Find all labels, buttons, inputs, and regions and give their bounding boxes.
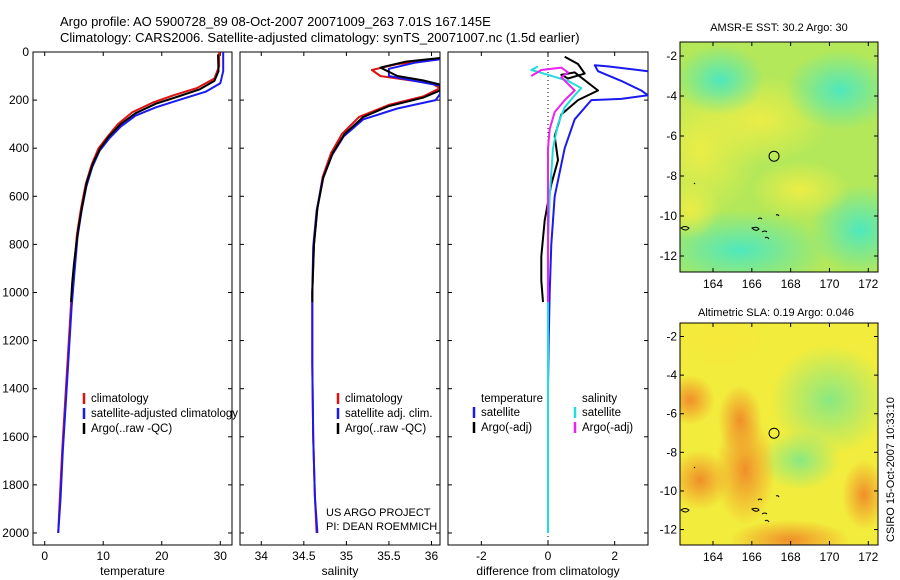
sla_map-xtick-label: 170 — [819, 550, 839, 564]
sst-map-axes: 164 166 168 170 172 -2 -4 -6 -8 -10 -12 — [660, 41, 879, 291]
sla-map-axes: 164 166 168 170 172 -2 -4 -6 -8 -10 -12 — [660, 322, 879, 564]
difference-xtick-label: -2 — [476, 549, 487, 563]
salinity-xtick-label: 36 — [425, 549, 439, 563]
difference-series-line-1 — [540, 55, 599, 303]
sst_map-frame — [679, 41, 879, 273]
sla-map-title: Altimetric SLA: 0.19 Argo: 0.046 — [698, 307, 854, 319]
sla-map-field — [680, 323, 878, 545]
sst_map-ytick-label: -12 — [660, 249, 678, 263]
sla_map-ytick-label: -2 — [666, 330, 677, 344]
sla_map-ytick-label: -12 — [660, 523, 678, 537]
sst-map-title: AMSR-E SST: 30.2 Argo: 30 — [710, 22, 848, 34]
sla_map-xtick-label: 166 — [742, 550, 762, 564]
temperature-xtick-label: 20 — [155, 549, 169, 563]
sst_map-xtick-label: 170 — [819, 277, 839, 291]
figure-title-line2: Climatology: CARS2006. Satellite-adjuste… — [60, 30, 580, 45]
salinity-legend-2-label: Argo(..raw -QC) — [345, 423, 426, 435]
sst_map-xtick-label: 164 — [703, 277, 723, 291]
temperature-plot-area — [32, 51, 233, 546]
sst_map-ytick-label: -8 — [666, 169, 677, 183]
salinity-xtick-label: 35 — [340, 549, 354, 563]
sst_map-xtick-label: 172 — [858, 277, 878, 291]
salinity-legend-1-label: satellite adj. clim. — [345, 408, 433, 420]
sla_map-ytick-label: -6 — [666, 407, 677, 421]
salinity-legend-0-label: climatology — [345, 393, 403, 405]
temperature-xlabel: temperature — [100, 564, 165, 578]
temperature-xtick-label: 10 — [97, 549, 111, 563]
difference-legend-temperature-header: temperature — [481, 393, 543, 405]
sst_map-ytick-label: -10 — [660, 209, 678, 223]
sla_map-ytick-label: -8 — [666, 445, 677, 459]
sla_map-ytick-label: -4 — [666, 368, 677, 382]
sla_map-xtick-label: 172 — [858, 550, 878, 564]
temperature-legend-1-label: satellite-adjusted climatology — [91, 408, 238, 420]
difference-legend-temp-argo-label: Argo(-adj) — [481, 422, 532, 434]
difference-xtick-label: 2 — [611, 549, 618, 563]
sst-argo-location-marker — [768, 150, 780, 162]
salinity-series-line-2 — [311, 57, 440, 303]
sla_map-frame — [679, 322, 879, 546]
sst_map-xtick-label: 166 — [742, 277, 762, 291]
salinity-profile-panel: 34 34.5 35 35.5 36 salinity climatology satelli… — [239, 51, 441, 578]
salinity-plot-area — [239, 51, 441, 546]
sla-map-panel: Altimetric SLA: 0.19 Argo: 0.046 164 166 1… — [660, 307, 879, 564]
temperature-ytick-label: 800 — [9, 237, 29, 251]
sla_map-xtick-label: 168 — [781, 550, 801, 564]
difference-legend-sal-argo-label: Argo(-adj) — [582, 422, 633, 434]
sst_map-ytick-label: -6 — [666, 129, 677, 143]
salinity-xtick-label: 34.5 — [292, 549, 316, 563]
project-name: US ARGO PROJECT — [326, 507, 431, 519]
difference-series-line-0 — [547, 64, 648, 533]
temperature-ytick-label: 1400 — [2, 382, 29, 396]
figure-title-line1: Argo profile: AO 5900728_89 08-Oct-2007 … — [60, 14, 491, 29]
sst_map-xtick-label: 168 — [781, 277, 801, 291]
sst_map-ytick-label: -2 — [666, 49, 677, 63]
salinity-xtick-label: 34 — [255, 549, 269, 563]
project-pi: PI: DEAN ROEMMICH — [326, 521, 437, 533]
temperature-ytick-label: 200 — [9, 93, 29, 107]
salinity-xtick-label: 35.5 — [377, 549, 401, 563]
salinity-series-line-1 — [311, 58, 440, 534]
temperature-xtick-label: 0 — [41, 549, 48, 563]
temperature-legend-0-label: climatology — [91, 393, 149, 405]
temperature-ytick-label: 1600 — [2, 430, 29, 444]
temperature-series-line-2 — [70, 54, 220, 303]
temperature-ytick-label: 2000 — [2, 526, 29, 540]
sst-map-panel: AMSR-E SST: 30.2 Argo: 30 164 166 168 170 17… — [660, 22, 879, 291]
difference-legend-salinity-header: salinity — [582, 393, 617, 405]
difference-legend-sal-satellite-label: satellite — [582, 407, 621, 419]
timestamp: CSIRO 15-Oct-2007 10:33:10 — [885, 397, 897, 542]
temperature-ytick-label: 400 — [9, 141, 29, 155]
sla-argo-location-marker — [768, 427, 780, 439]
sst-map-field — [680, 42, 878, 272]
sla_map-ytick-label: -10 — [660, 484, 678, 498]
difference-xlabel: difference from climatology — [476, 564, 619, 578]
difference-legend-temp-satellite-label: satellite — [481, 407, 520, 419]
temperature-xtick-label: 30 — [214, 549, 228, 563]
temperature-ytick-label: 1000 — [2, 285, 29, 299]
difference-series-line-3 — [530, 66, 576, 303]
difference-xtick-label: 0 — [545, 549, 552, 563]
temperature-profile-panel: 0 10 20 30 0 200 400 600 800 1000 1200 1400 1600 1800… — [2, 45, 238, 578]
sla_map-xtick-label: 164 — [703, 550, 723, 564]
temperature-ytick-label: 600 — [9, 189, 29, 203]
sst-islands — [680, 182, 780, 240]
temperature-ytick-label: 1800 — [2, 478, 29, 492]
temperature-ytick-label: 0 — [22, 45, 29, 59]
sla-islands — [680, 466, 780, 523]
difference-series-line-2 — [530, 65, 583, 533]
sst_map-ytick-label: -4 — [666, 89, 677, 103]
salinity-xlabel: salinity — [322, 564, 359, 578]
temperature-legend-2-label: Argo(..raw -QC) — [91, 423, 172, 435]
temperature-ytick-label: 1200 — [2, 334, 29, 348]
